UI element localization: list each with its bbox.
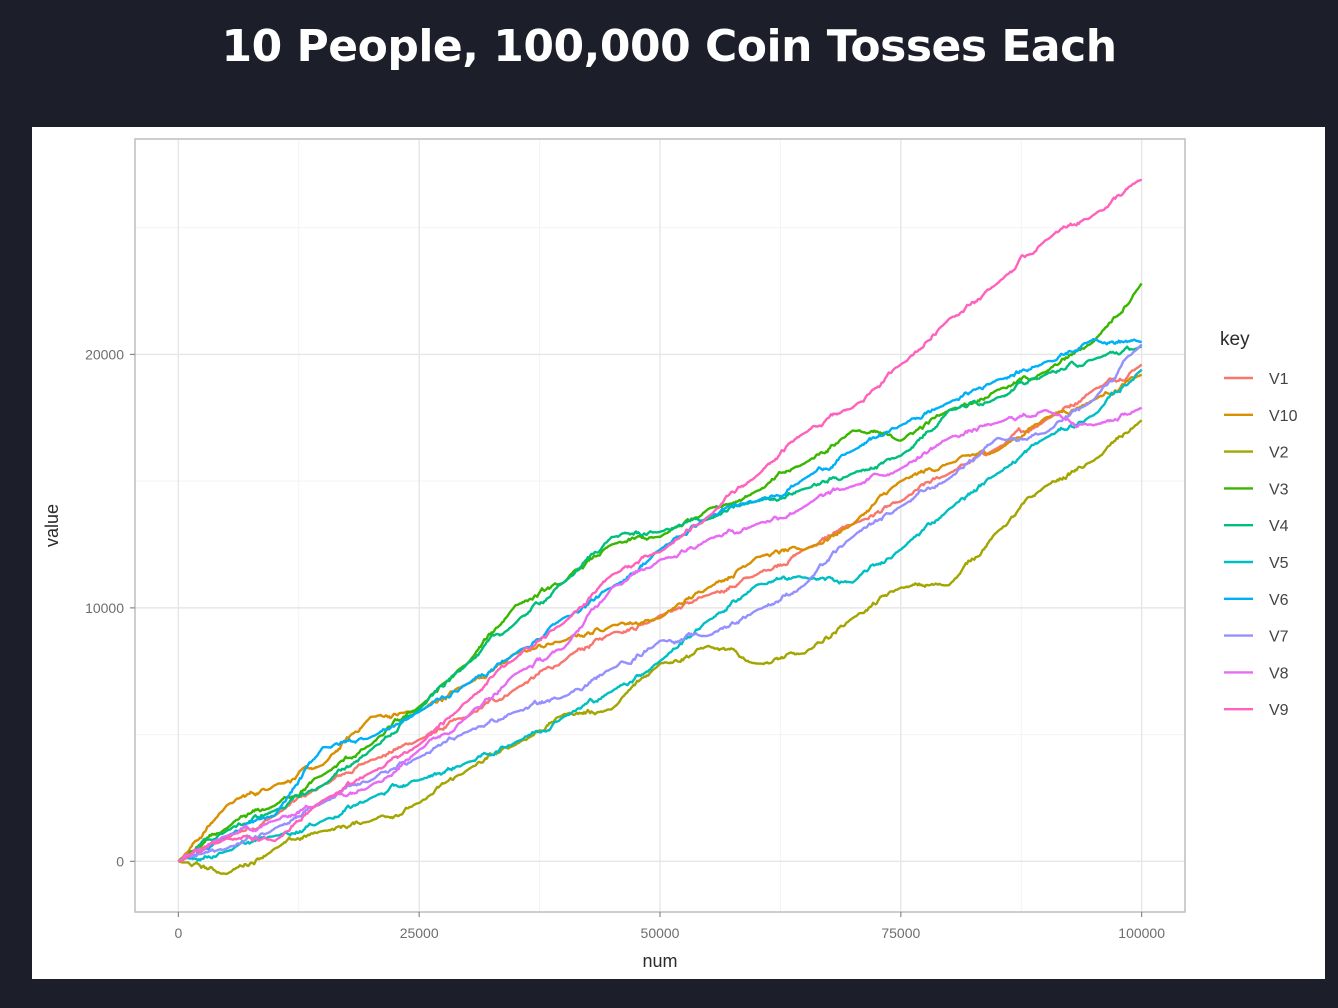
- x-tick-label: 25000: [400, 925, 439, 941]
- series-lines: [177, 178, 1143, 876]
- series-line-v9: [178, 178, 1143, 863]
- legend-label-v10: V10: [1269, 408, 1298, 425]
- legend-label-v1: V1: [1269, 371, 1289, 388]
- legend-label-v7: V7: [1269, 629, 1289, 646]
- x-axis-ticks: 0 25000 50000 75000 100000: [174, 912, 1165, 941]
- chart-figure: 0 25000 50000 75000 100000 0 10000 20000 num v…: [32, 127, 1325, 979]
- series-line-v4: [177, 345, 1142, 863]
- slide-title: 10 People, 100,000 Coin Tosses Each: [221, 21, 1117, 72]
- y-tick-label: 20000: [85, 346, 124, 362]
- legend-label-v8: V8: [1269, 665, 1289, 682]
- series-line-v5: [177, 368, 1143, 863]
- legend-label-v4: V4: [1269, 518, 1289, 535]
- legend-label-v9: V9: [1269, 702, 1289, 719]
- x-tick-label: 75000: [881, 925, 920, 941]
- line-chart: 0 25000 50000 75000 100000 0 10000 20000 num v…: [42, 138, 1298, 971]
- x-axis-title: num: [642, 951, 677, 971]
- y-axis-title: value: [42, 504, 62, 547]
- x-tick-label: 100000: [1118, 925, 1165, 941]
- major-gridlines: [135, 139, 1185, 912]
- y-tick-label: 0: [116, 853, 124, 869]
- legend-title: key: [1220, 329, 1250, 350]
- x-tick-label: 0: [174, 925, 182, 941]
- y-axis-ticks: 0 10000 20000: [85, 346, 135, 869]
- legend-label-v3: V3: [1269, 481, 1289, 498]
- legend: V1 V10 V2 V3 V4 V5 V6 V7 V8 V9: [1224, 371, 1298, 719]
- legend-label-v6: V6: [1269, 592, 1289, 609]
- legend-label-v5: V5: [1269, 555, 1289, 572]
- x-tick-label: 50000: [641, 925, 680, 941]
- series-line-v2: [178, 419, 1143, 876]
- legend-label-v2: V2: [1269, 445, 1289, 462]
- y-tick-label: 10000: [85, 600, 124, 616]
- series-line-v6: [177, 338, 1142, 863]
- series-line-v3: [177, 282, 1143, 863]
